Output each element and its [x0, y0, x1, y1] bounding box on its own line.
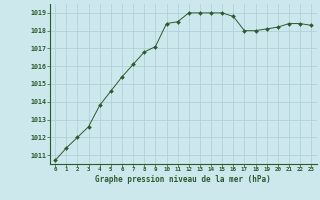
X-axis label: Graphe pression niveau de la mer (hPa): Graphe pression niveau de la mer (hPa)	[95, 175, 271, 184]
